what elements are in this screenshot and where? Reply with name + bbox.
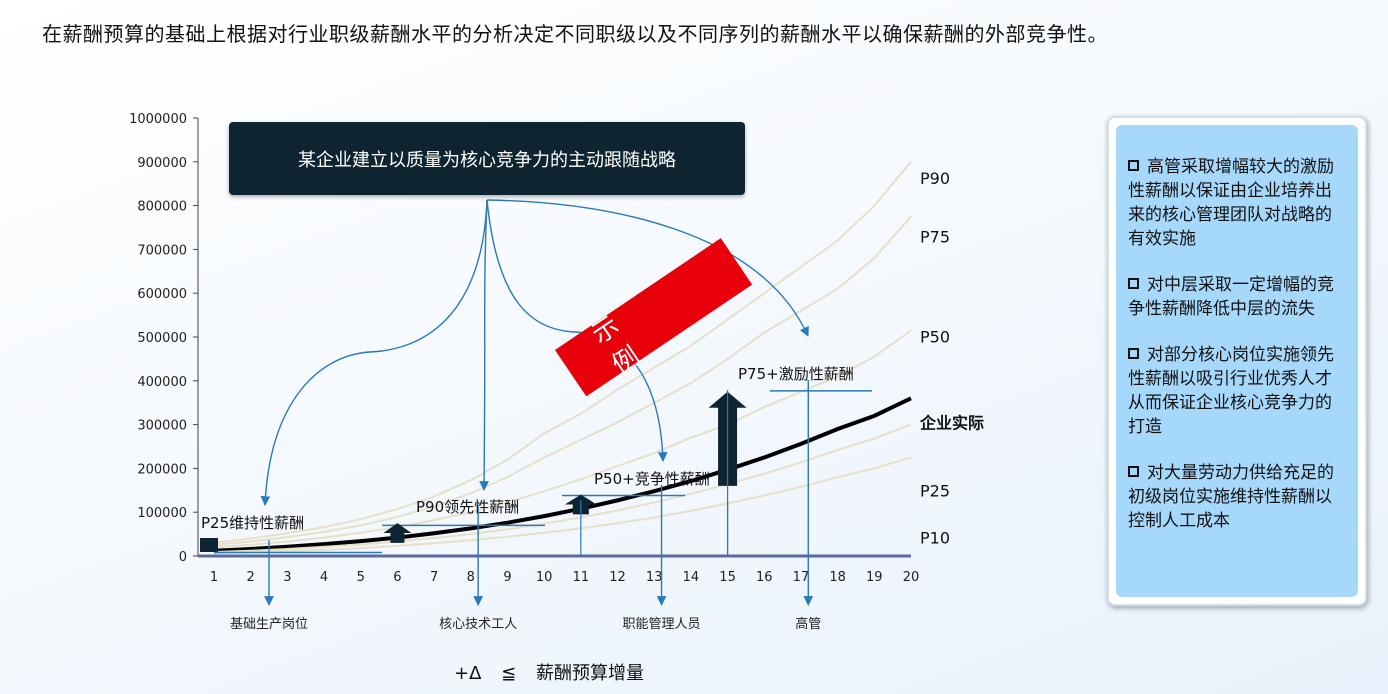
x-tick-label: 17 bbox=[793, 570, 810, 585]
connector-arrow bbox=[486, 199, 668, 462]
x-tick-label: 13 bbox=[646, 570, 663, 585]
x-tick-label: 11 bbox=[573, 570, 590, 585]
checkbox-icon bbox=[1128, 348, 1139, 359]
series-line bbox=[213, 161, 912, 544]
position-group-label: 核心技术工人 bbox=[439, 617, 517, 632]
x-tick-label: 4 bbox=[320, 570, 328, 585]
band-annotation: P75+激励性薪酬 bbox=[738, 365, 854, 383]
side-item-middle: 对中层采取一定增幅的竞争性薪酬降低中层的流失 bbox=[1128, 273, 1346, 321]
connector-arrow bbox=[479, 199, 489, 491]
chart-axes: 0 100000 200000 300000 400000 500000 600000 700… bbox=[129, 112, 919, 585]
connector-arrow bbox=[260, 199, 488, 506]
y-tick-label: 400000 bbox=[137, 375, 187, 390]
series-label: P10 bbox=[920, 528, 950, 547]
x-tick-label: 5 bbox=[357, 570, 365, 585]
x-footer: +Δ ≦ 薪酬预算增量 bbox=[454, 659, 658, 685]
x-tick-label: 8 bbox=[467, 570, 475, 585]
y-tick-label: 600000 bbox=[137, 287, 187, 302]
side-item-text: 对中层采取一定增幅的竞争性薪酬降低中层的流失 bbox=[1128, 275, 1334, 319]
chart-labels: P90 P75 P50 企业实际 P25 P10 基础生产岗位 核心技术工人 职能管理人员 高管 P… bbox=[201, 169, 984, 632]
series-label: P75 bbox=[920, 228, 950, 247]
y-tick-label: 300000 bbox=[137, 419, 187, 434]
up-arrow-icon bbox=[383, 523, 412, 543]
band-annotation: P50+竞争性薪酬 bbox=[594, 470, 710, 488]
side-item-text: 对部分核心岗位实施领先性薪酬以吸引行业优秀人才从而保证企业核心竞争力的打造 bbox=[1128, 345, 1334, 437]
y-tick-label: 500000 bbox=[137, 331, 187, 346]
y-tick-label: 1000000 bbox=[129, 112, 187, 127]
series-line bbox=[213, 456, 912, 555]
x-tick-label: 18 bbox=[829, 570, 846, 585]
side-item-text: 对大量劳动力供给充足的初级岗位实施维持性薪酬以控制人工成本 bbox=[1128, 463, 1334, 531]
series-line-actual bbox=[213, 396, 912, 553]
chart-curves bbox=[213, 161, 912, 555]
x-tick-label: 19 bbox=[866, 570, 883, 585]
series-line bbox=[213, 329, 912, 549]
strategy-connectors bbox=[260, 199, 814, 606]
x-tick-label: 7 bbox=[430, 570, 438, 585]
x-tick-label: 6 bbox=[393, 570, 401, 585]
relation-symbol: ≦ bbox=[501, 663, 517, 684]
x-tick-label: 12 bbox=[609, 570, 626, 585]
side-item-executive: 高管采取增幅较大的激励性薪酬以保证由企业培养出来的核心管理团队对战略的有效实施 bbox=[1128, 155, 1346, 251]
strategy-side-panel: 高管采取增幅较大的激励性薪酬以保证由企业培养出来的核心管理团队对战略的有效实施 … bbox=[1107, 116, 1367, 606]
x-tick-label: 9 bbox=[503, 570, 511, 585]
checkbox-icon bbox=[1128, 160, 1139, 171]
position-group-label: 职能管理人员 bbox=[623, 617, 701, 632]
connector-arrow bbox=[486, 199, 809, 337]
checkbox-icon bbox=[1128, 466, 1139, 477]
x-tick-label: 3 bbox=[283, 570, 291, 585]
position-group-label: 高管 bbox=[795, 616, 821, 632]
series-label: P25 bbox=[920, 482, 950, 501]
x-tick-label: 2 bbox=[247, 570, 255, 585]
x-tick-label: 10 bbox=[536, 570, 553, 585]
y-tick-label: 900000 bbox=[137, 156, 187, 171]
side-item-text: 高管采取增幅较大的激励性薪酬以保证由企业培养出来的核心管理团队对战略的有效实施 bbox=[1128, 157, 1334, 249]
x-tick-label: 20 bbox=[903, 570, 920, 585]
strategy-box: 某企业建立以质量为核心竞争力的主动跟随战略 bbox=[229, 122, 745, 195]
band-annotation: P90领先性薪酬 bbox=[416, 498, 519, 516]
series-label: P50 bbox=[920, 327, 950, 346]
start-marker bbox=[200, 538, 218, 552]
x-tick-label: 15 bbox=[719, 570, 736, 585]
x-tick-label: 14 bbox=[683, 570, 700, 585]
y-tick-label: 0 bbox=[179, 550, 187, 565]
x-tick-label: 1 bbox=[210, 570, 218, 585]
series-line bbox=[213, 423, 912, 554]
series-label: P90 bbox=[920, 169, 950, 188]
position-group-label: 基础生产岗位 bbox=[230, 617, 308, 632]
series-label: 企业实际 bbox=[919, 413, 984, 432]
series-line bbox=[213, 215, 912, 547]
y-tick-label: 800000 bbox=[137, 200, 187, 215]
checkbox-icon bbox=[1128, 278, 1139, 289]
side-item-core: 对部分核心岗位实施领先性薪酬以吸引行业优秀人才从而保证企业核心竞争力的打造 bbox=[1128, 343, 1346, 439]
side-panel-inner: 高管采取增幅较大的激励性薪酬以保证由企业培养出来的核心管理团队对战略的有效实施 … bbox=[1116, 125, 1358, 597]
y-tick-label: 200000 bbox=[137, 462, 187, 477]
band-annotation: P25维持性薪酬 bbox=[201, 514, 304, 532]
y-tick-label: 700000 bbox=[137, 243, 187, 258]
y-tick-label: 100000 bbox=[137, 506, 187, 521]
delta-symbol: +Δ bbox=[454, 663, 482, 684]
side-item-junior: 对大量劳动力供给充足的初级岗位实施维持性薪酬以控制人工成本 bbox=[1128, 461, 1346, 533]
page-headline: 在薪酬预算的基础上根据对行业职级薪酬水平的分析决定不同职级以及不同序列的薪酬水平… bbox=[42, 22, 1108, 46]
x-footer-text: 薪酬预算增量 bbox=[535, 663, 644, 684]
x-tick-label: 16 bbox=[756, 570, 773, 585]
